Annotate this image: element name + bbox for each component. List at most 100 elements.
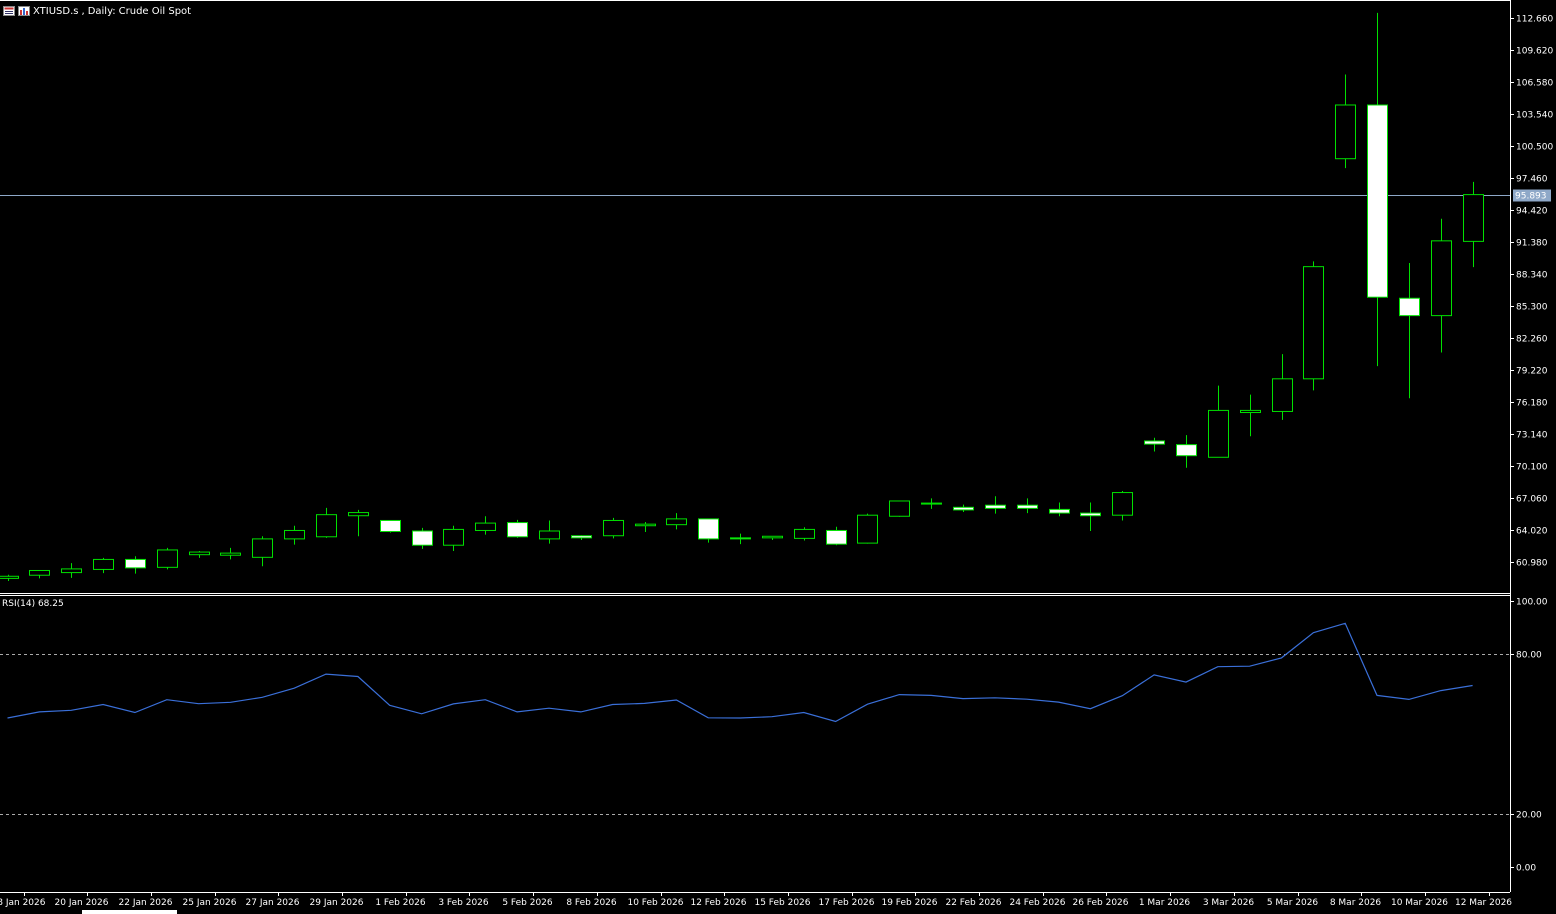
time-axis-label: 3 Mar 2026 (1203, 898, 1255, 908)
price-axis-label: 79.220 (1516, 367, 1548, 377)
time-axis-label: 12 Mar 2026 (1455, 898, 1512, 908)
price-axis-label: 97.460 (1516, 175, 1548, 185)
price-axis-label: 103.540 (1516, 111, 1553, 121)
price-axis-label: 109.620 (1516, 47, 1553, 57)
time-scroll-indicator[interactable] (82, 910, 177, 914)
symbol-label: XTIUSD.s (33, 5, 79, 17)
bullish-candle-body[interactable] (348, 512, 369, 517)
price-axis-label: 67.060 (1516, 495, 1548, 505)
bullish-candle-body[interactable] (1463, 194, 1484, 242)
bearish-candle-body[interactable] (125, 558, 146, 569)
price-axis-label: 85.300 (1516, 303, 1548, 313)
time-axis-label: 5 Feb 2026 (502, 898, 553, 908)
time-axis-label: 22 Feb 2026 (945, 898, 1001, 908)
bullish-candle-body[interactable] (603, 519, 624, 537)
bullish-candle-body[interactable] (189, 551, 210, 556)
bar-chart-icon[interactable] (18, 6, 30, 16)
instrument-description: Crude Oil Spot (118, 5, 192, 17)
time-axis-label: 17 Feb 2026 (818, 898, 874, 908)
bullish-candle-body[interactable] (794, 528, 815, 539)
bullish-candle-body[interactable] (635, 523, 656, 527)
bearish-candle-body[interactable] (953, 506, 974, 511)
bullish-candle-body[interactable] (1208, 409, 1229, 458)
rsi-axis-label: 20.00 (1516, 811, 1542, 821)
bearish-candle-body[interactable] (1399, 297, 1420, 317)
time-axis-label: 29 Jan 2026 (310, 898, 364, 908)
bearish-candle-body[interactable] (571, 535, 592, 539)
time-axis-label: 26 Feb 2026 (1072, 898, 1128, 908)
bearish-candle-body[interactable] (1080, 512, 1101, 517)
bullish-candle-body[interactable] (889, 500, 910, 517)
bearish-candle-body[interactable] (698, 518, 719, 540)
time-axis-label: 24 Feb 2026 (1009, 898, 1065, 908)
rsi-axis-label: 80.00 (1516, 651, 1542, 661)
bearish-candle-body[interactable] (1049, 508, 1070, 514)
time-axis-label: 1 Feb 2026 (375, 898, 426, 908)
price-axis-label: 64.020 (1516, 527, 1548, 537)
bearish-candle-body[interactable] (412, 530, 433, 546)
price-axis-label: 76.180 (1516, 399, 1548, 409)
price-axis-label: 60.980 (1516, 559, 1548, 569)
time-axis-label: 10 Mar 2026 (1391, 898, 1448, 908)
window-list-icon[interactable] (3, 6, 15, 16)
bullish-candle-body[interactable] (157, 549, 178, 568)
current-price-label: 95.893 (1515, 192, 1547, 202)
bullish-candle-body[interactable] (29, 569, 50, 576)
bullish-candle-body[interactable] (0, 575, 19, 579)
bearish-candle-body[interactable] (1367, 104, 1388, 298)
bearish-candle-body[interactable] (380, 519, 401, 533)
time-axis-label: 22 Jan 2026 (119, 898, 173, 908)
price-axis-label: 82.260 (1516, 335, 1548, 345)
time-axis-label: 25 Jan 2026 (183, 898, 237, 908)
current-price-box (1513, 189, 1551, 202)
time-axis-label: 27 Jan 2026 (246, 898, 300, 908)
bearish-candle-body[interactable] (921, 502, 942, 505)
bearish-candle-body[interactable] (826, 529, 847, 545)
bullish-candle-body[interactable] (284, 529, 305, 540)
time-axis-label: 18 Jan 2026 (0, 898, 46, 908)
bullish-candle-body[interactable] (61, 568, 82, 574)
time-axis-label: 20 Jan 2026 (55, 898, 109, 908)
bullish-candle-body[interactable] (1272, 378, 1293, 412)
bearish-candle-body[interactable] (507, 522, 528, 538)
timeframe-label: Daily: (87, 5, 116, 17)
time-axis-label: 12 Feb 2026 (690, 898, 746, 908)
bullish-candle-body[interactable] (1431, 240, 1452, 317)
time-axis-label: 15 Feb 2026 (754, 898, 810, 908)
bullish-candle-body[interactable] (93, 558, 114, 570)
price-axis-label: 112.660 (1516, 15, 1553, 25)
bearish-candle-body[interactable] (985, 504, 1006, 509)
rsi-axis-label: 100.00 (1516, 598, 1548, 608)
time-axis-label: 3 Feb 2026 (438, 898, 489, 908)
bullish-candle-body[interactable] (443, 528, 464, 546)
bullish-candle-body[interactable] (857, 514, 878, 544)
bullish-candle-body[interactable] (762, 535, 783, 539)
bullish-candle-body[interactable] (666, 518, 687, 526)
price-axis-label: 91.380 (1516, 239, 1548, 249)
bearish-candle-body[interactable] (730, 537, 751, 540)
bullish-candle-body[interactable] (252, 538, 273, 558)
price-axis-label: 88.340 (1516, 271, 1548, 281)
bullish-candle-body[interactable] (1112, 492, 1133, 516)
bearish-candle-body[interactable] (1176, 444, 1197, 457)
bearish-candle-body[interactable] (1017, 504, 1038, 509)
rsi-indicator-label: RSI(14) 68.25 (2, 599, 64, 609)
chart-header: XTIUSD.s, Daily: Crude Oil Spot (3, 4, 191, 18)
time-axis-label: 8 Mar 2026 (1330, 898, 1382, 908)
bullish-candle-body[interactable] (220, 552, 241, 556)
rsi-axis-label: 0.00 (1516, 864, 1536, 874)
time-axis-label: 19 Feb 2026 (881, 898, 937, 908)
price-axis-label: 100.500 (1516, 143, 1553, 153)
bullish-candle-body[interactable] (539, 530, 560, 540)
price-axis-label: 73.140 (1516, 431, 1548, 441)
time-axis-label: 1 Mar 2026 (1139, 898, 1191, 908)
rsi-line[interactable] (7, 622, 1473, 723)
bullish-candle-body[interactable] (1303, 266, 1324, 380)
bullish-candle-body[interactable] (475, 522, 496, 531)
bullish-candle-body[interactable] (1335, 104, 1356, 160)
bearish-candle-body[interactable] (1144, 440, 1165, 445)
bullish-candle-body[interactable] (316, 514, 337, 538)
bullish-candle-body[interactable] (1240, 409, 1261, 414)
time-axis-label: 10 Feb 2026 (627, 898, 683, 908)
